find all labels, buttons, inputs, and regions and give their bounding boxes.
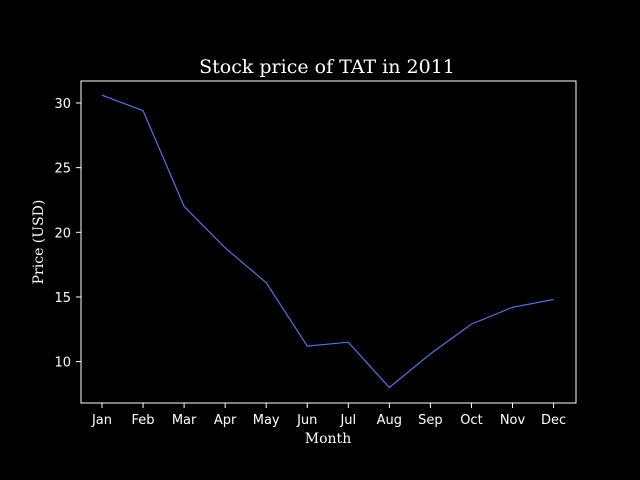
x-tick-label: Mar	[172, 413, 197, 428]
x-tick-label: Nov	[500, 413, 526, 428]
price-line	[101, 94, 554, 389]
x-tick-label: Oct	[460, 413, 482, 428]
x-tick-label: Jan	[91, 413, 112, 428]
x-tick-label: Feb	[132, 413, 155, 428]
y-tick-label: 10	[54, 356, 71, 371]
x-tick-label: May	[253, 413, 280, 428]
x-axis: Jan Feb Mar Apr May Jun Jul Aug Sep Oct Nov Dec	[91, 403, 566, 428]
y-tick-label: 15	[54, 291, 71, 306]
y-tick-label: 20	[54, 226, 71, 241]
y-tick-label: 25	[54, 162, 71, 177]
x-tick-label: Apr	[214, 413, 237, 428]
x-tick-label: Aug	[377, 413, 402, 428]
y-tick-label: 30	[54, 97, 71, 112]
x-tick-label: Sep	[418, 413, 443, 428]
y-axis: 10 15 20 25 30	[54, 97, 81, 371]
x-tick-label: Jun	[296, 413, 317, 428]
plot-area-frame	[80, 80, 577, 404]
y-axis-label: Price (USD)	[31, 200, 47, 285]
x-axis-label: Month	[305, 431, 351, 447]
chart-title: Stock price of TAT in 2011	[199, 56, 455, 78]
x-tick-label: Jul	[339, 413, 356, 428]
x-tick-label: Dec	[541, 413, 566, 428]
